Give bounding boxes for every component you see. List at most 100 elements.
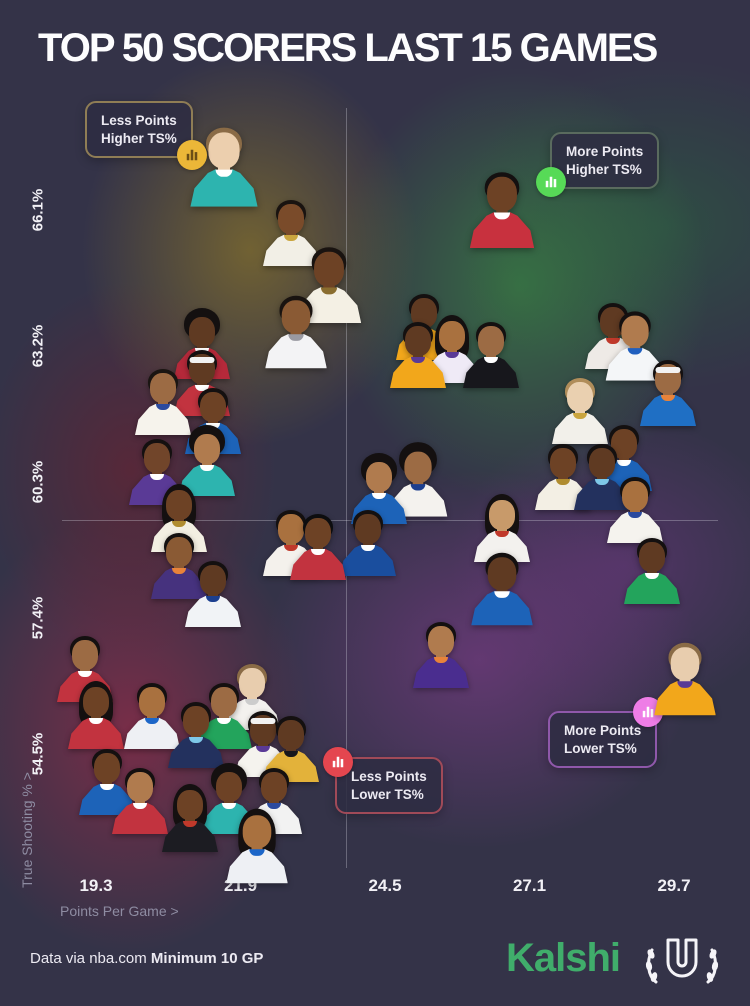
x-axis-title: Points Per Game > xyxy=(60,903,179,919)
player-face xyxy=(242,815,272,849)
player-neck xyxy=(447,347,457,356)
badge-label-line2: Higher TS% xyxy=(101,130,177,146)
jersey-collar xyxy=(89,718,103,724)
player-avatar xyxy=(168,700,224,768)
player-face xyxy=(428,626,454,656)
player-face xyxy=(489,500,515,530)
player-face xyxy=(589,448,615,478)
jersey-collar xyxy=(628,512,642,518)
jersey-collar xyxy=(445,352,459,358)
player-neck xyxy=(313,544,323,553)
y-tick: 57.4% xyxy=(29,596,47,640)
player-face xyxy=(670,647,700,681)
badge-label-line2: Higher TS% xyxy=(566,161,642,177)
player-face xyxy=(622,481,648,511)
player-neck xyxy=(224,798,234,807)
jersey-collar xyxy=(195,385,209,391)
player-neck xyxy=(152,469,162,478)
player-neck xyxy=(135,798,145,807)
jersey-collar xyxy=(172,521,186,527)
player-avatar xyxy=(390,320,446,388)
player-neck xyxy=(251,843,263,854)
player-neck xyxy=(486,352,496,361)
jersey-collar xyxy=(410,484,426,491)
player-neck xyxy=(412,478,424,489)
jersey-collar xyxy=(372,493,386,499)
player-face xyxy=(239,668,265,698)
player-face xyxy=(281,300,311,334)
player-avatar xyxy=(552,376,608,444)
red-badge-icon xyxy=(323,747,353,777)
jersey-collar xyxy=(245,699,259,705)
player-neck xyxy=(219,713,229,722)
player-face xyxy=(216,772,242,802)
player-avatar xyxy=(162,784,218,852)
y-tick: 54.5% xyxy=(29,732,47,776)
player-avatar xyxy=(151,531,207,599)
player-avatar xyxy=(388,442,448,517)
x-tick: 27.1 xyxy=(512,876,547,895)
player-face xyxy=(127,772,153,802)
player-avatar xyxy=(124,681,180,749)
player-neck xyxy=(597,474,607,483)
jersey-collar xyxy=(256,746,270,752)
player-face xyxy=(355,514,381,544)
y-tick: 66.1% xyxy=(29,188,47,232)
player-face xyxy=(208,132,240,169)
player-avatar xyxy=(263,714,319,782)
player-neck xyxy=(630,507,640,516)
player-avatar xyxy=(640,358,696,426)
player-neck xyxy=(323,281,335,293)
quadrant-badge-top-right: More Points Higher TS% xyxy=(536,132,660,198)
jersey-collar xyxy=(150,474,164,480)
player-face xyxy=(211,687,237,717)
jersey-collar xyxy=(145,718,159,724)
jersey-collar xyxy=(434,657,448,663)
player-avatar xyxy=(340,508,396,576)
jersey-collar xyxy=(100,784,114,790)
jersey-collar xyxy=(133,803,147,809)
player-neck xyxy=(663,390,673,399)
player-face xyxy=(567,382,593,412)
jersey-collar xyxy=(411,357,425,363)
jersey-collar xyxy=(573,413,587,419)
player-neck xyxy=(290,328,302,339)
player-neck xyxy=(191,732,201,741)
jersey-collar xyxy=(361,545,375,551)
jersey-collar xyxy=(627,348,643,355)
jersey-collar xyxy=(606,338,620,344)
x-tick: 29.7 xyxy=(657,876,691,895)
player-headband xyxy=(189,357,215,363)
player-neck xyxy=(185,816,195,825)
median-vertical-line xyxy=(346,108,347,868)
jersey-collar xyxy=(200,465,214,471)
badge-label-line1: More Points xyxy=(566,144,644,159)
player-headband xyxy=(250,718,276,724)
chart-title: TOP 50 SCORERS LAST 15 GAMES xyxy=(38,26,658,70)
player-face xyxy=(72,640,98,670)
player-face xyxy=(200,392,226,422)
player-face xyxy=(144,443,170,473)
player-neck xyxy=(413,352,423,361)
player-neck xyxy=(608,333,618,342)
jersey-collar xyxy=(172,568,186,574)
player-neck xyxy=(629,342,641,353)
x-tick: 24.5 xyxy=(368,876,402,895)
player-face xyxy=(166,537,192,567)
player-neck xyxy=(286,230,296,239)
player-neck xyxy=(174,516,184,525)
player-face xyxy=(166,490,192,520)
player-face xyxy=(278,204,304,234)
x-tick: 19.3 xyxy=(79,876,113,895)
player-neck xyxy=(374,488,384,497)
player-neck xyxy=(91,713,101,722)
player-neck xyxy=(202,460,212,469)
y-tick: 60.3% xyxy=(29,460,47,504)
player-face xyxy=(278,514,304,544)
player-avatar xyxy=(607,475,663,543)
quadrant-badge-bottom-right: More Points Lower TS% xyxy=(548,697,664,769)
player-face xyxy=(183,706,209,736)
player-avatar xyxy=(135,367,191,435)
jersey-collar xyxy=(78,671,92,677)
jersey-collar xyxy=(284,235,298,241)
